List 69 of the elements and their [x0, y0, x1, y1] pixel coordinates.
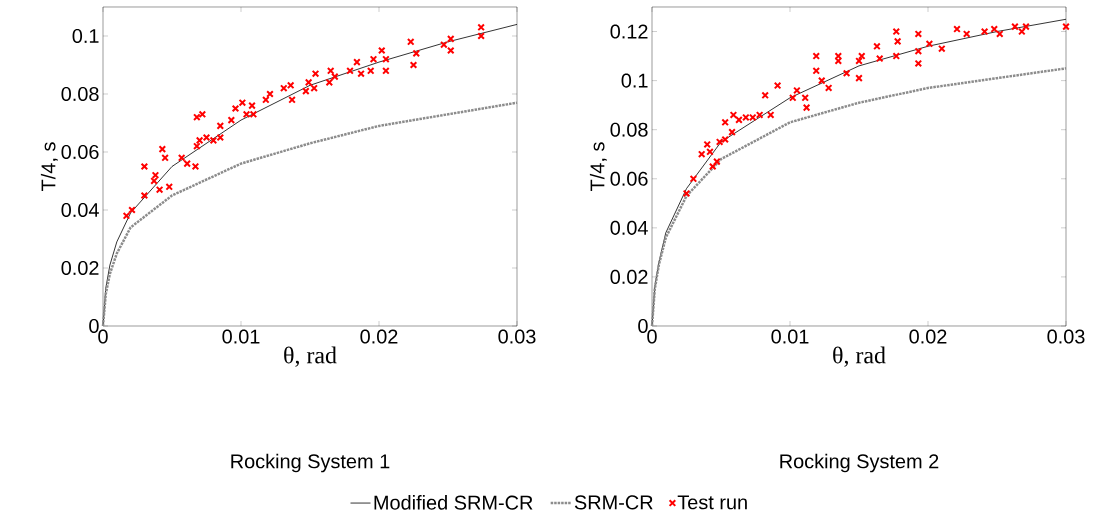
point — [1022, 22, 1030, 31]
y-tick-label: 0.06 — [61, 144, 99, 160]
point — [773, 81, 782, 90]
point — [892, 27, 901, 36]
y-tick-label: 0 — [638, 318, 648, 334]
point — [238, 98, 247, 107]
point — [325, 78, 334, 87]
y-tick-label: 0.02 — [61, 260, 99, 276]
point — [377, 46, 386, 55]
point — [925, 39, 934, 48]
point — [216, 122, 225, 130]
point — [412, 49, 421, 58]
legend-label: Test run — [677, 495, 747, 510]
point — [875, 54, 884, 63]
point — [682, 189, 691, 198]
point — [357, 69, 365, 78]
legend-label: Modified SRM-CR — [374, 495, 533, 510]
y-tick-label: 0.1 — [72, 28, 99, 44]
point — [446, 46, 455, 55]
point — [824, 84, 833, 92]
point — [914, 59, 923, 68]
point — [962, 30, 971, 38]
point — [893, 37, 902, 46]
y-tick-label: 0.04 — [610, 220, 648, 235]
y-tick-label: 0.02 — [610, 269, 648, 284]
point — [689, 174, 698, 183]
point — [140, 162, 149, 171]
point — [914, 30, 923, 38]
y-axis-title: T/4, s — [589, 142, 607, 191]
x-axis-title: θ, rad — [284, 346, 337, 367]
point — [151, 171, 160, 180]
x-axis-title: θ, rad — [833, 346, 886, 367]
x-tick-label: 0.02 — [909, 329, 947, 344]
y-tick-label: 0.08 — [610, 122, 648, 137]
legend-label: SRM-CR — [574, 495, 653, 510]
point — [477, 23, 485, 32]
y-tick-label: 0.12 — [610, 24, 648, 39]
y-tick-label: 0.04 — [61, 202, 99, 218]
point — [155, 185, 164, 194]
x-tick-label: 0.03 — [1047, 329, 1085, 344]
point — [842, 69, 851, 78]
point — [817, 76, 826, 85]
y-tick-label: 0.08 — [61, 86, 99, 102]
point — [311, 69, 320, 78]
point — [766, 111, 775, 119]
y-axis-title: T/4, s — [40, 142, 58, 191]
line-series — [650, 67, 1068, 328]
x-tick-label: 0.01 — [222, 329, 260, 344]
point — [980, 27, 989, 36]
y-tick-label: 0 — [89, 318, 99, 334]
point — [193, 142, 201, 151]
text: Rocking System 1 — [231, 453, 390, 473]
point — [369, 55, 378, 64]
point — [122, 211, 131, 220]
point — [703, 140, 712, 149]
point — [140, 191, 149, 200]
point — [801, 93, 810, 102]
text: Rocking System 2 — [780, 453, 939, 473]
x-tick-label: 0.02 — [360, 329, 398, 344]
point — [231, 104, 240, 113]
y-tick-label: 0.06 — [610, 171, 648, 186]
x-tick-label: 0.03 — [498, 329, 536, 344]
point — [1062, 22, 1070, 31]
point — [802, 103, 811, 112]
x-tick-label: 0.01 — [771, 329, 809, 344]
point — [262, 95, 270, 104]
y-tick-label: 0.1 — [621, 73, 648, 88]
point — [446, 35, 455, 43]
point — [304, 78, 313, 87]
